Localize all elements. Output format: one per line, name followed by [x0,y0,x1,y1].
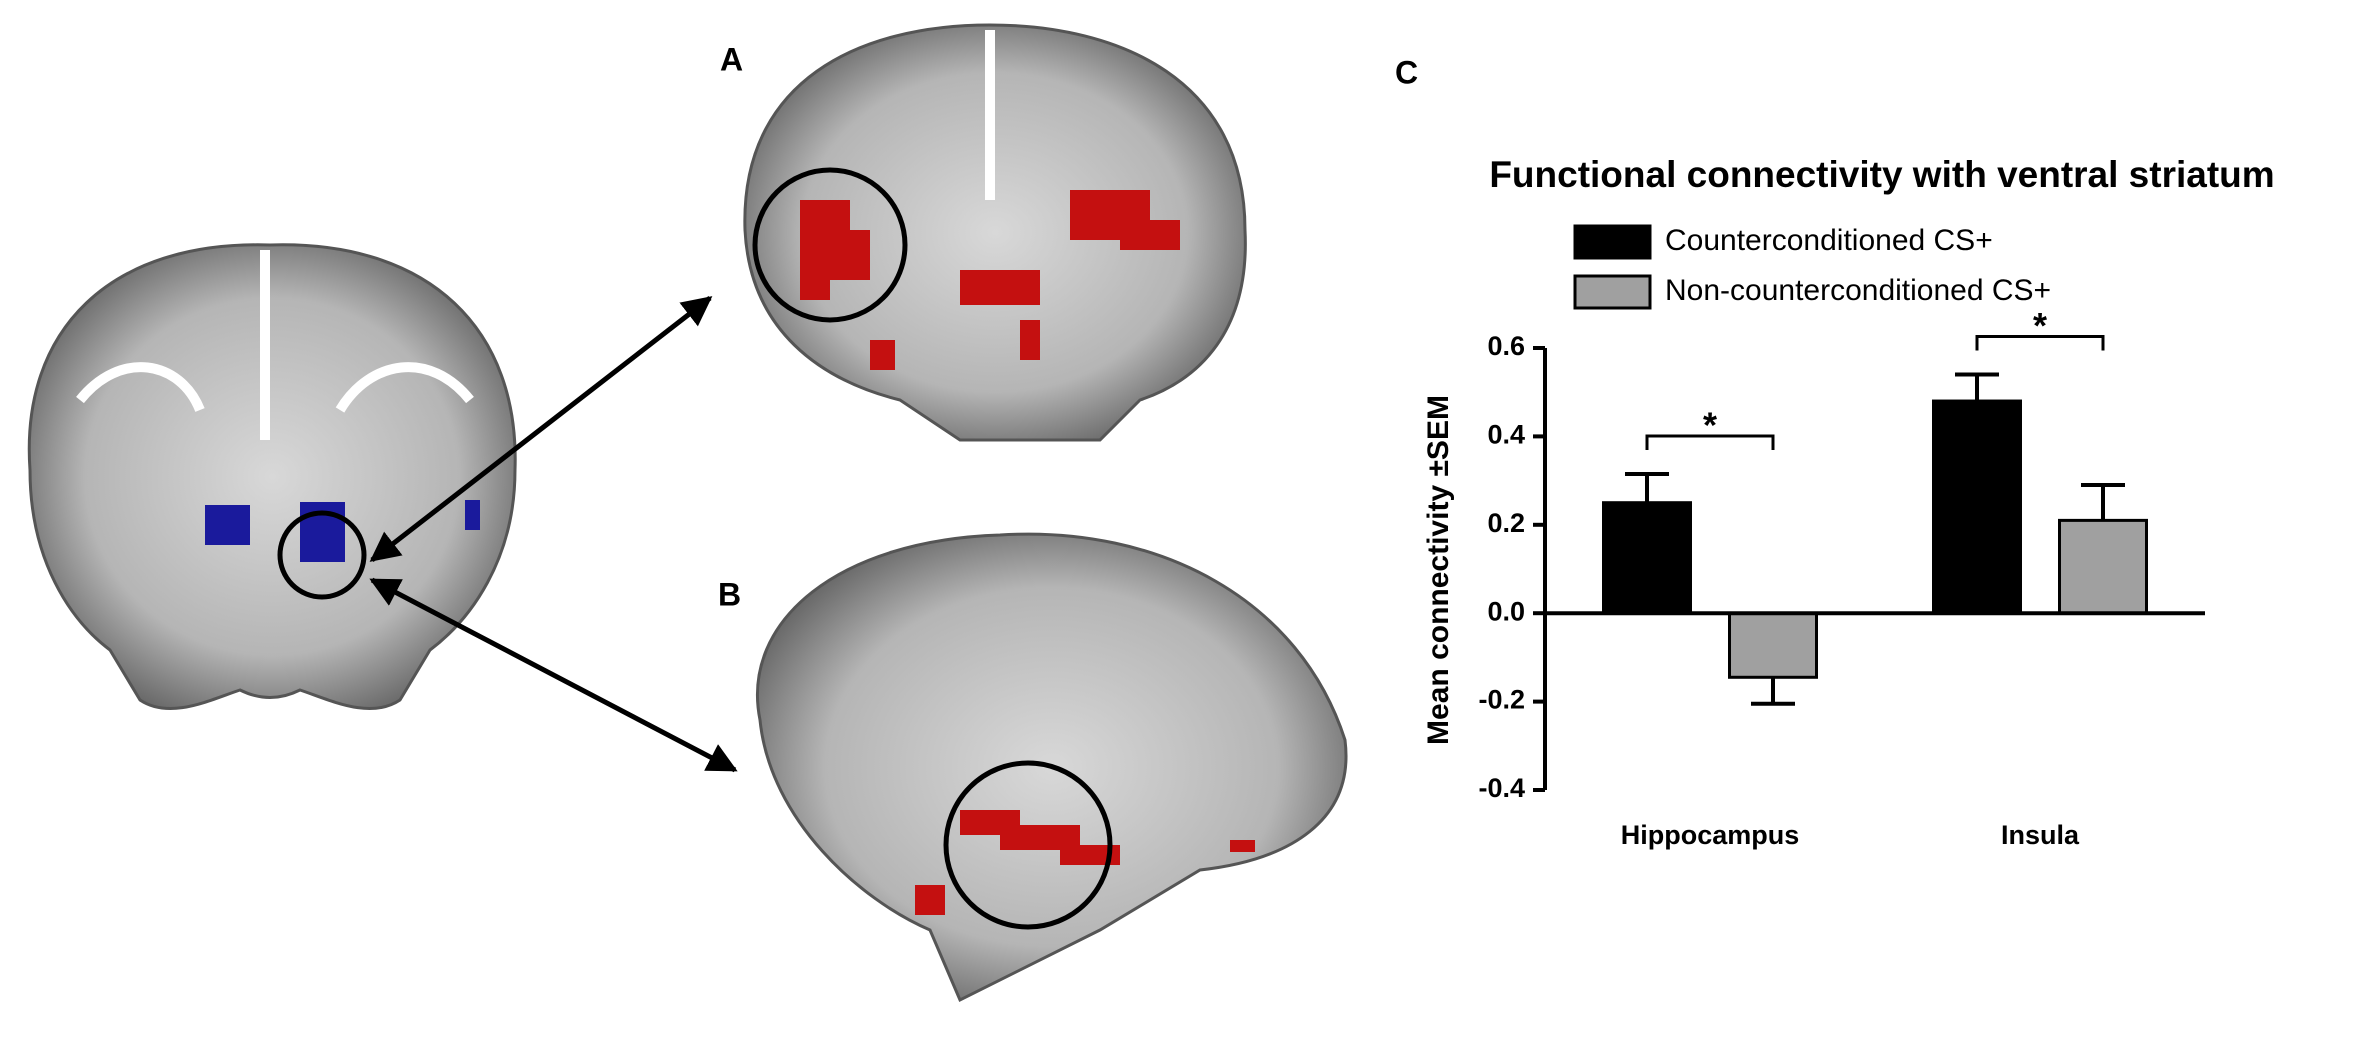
panel-label: A [720,41,743,77]
legend-swatch [1573,224,1652,260]
y-tick-label: 0.2 [1487,508,1525,538]
panel-label: C [1395,54,1418,90]
arrows [369,296,738,773]
significance-bracket [1645,434,1775,450]
y-tick-label: -0.2 [1478,685,1525,715]
significance-bracket [1975,335,2105,351]
brain-coronal-a [743,23,1247,442]
y-axis-label: Mean connectivity ±SEM [1422,395,1455,745]
y-tick-label: 0.0 [1487,596,1525,626]
brain-sagittal-b [756,532,1348,1003]
chart-title: Functional connectivity with ventral str… [1489,154,2274,195]
legend-label: Non-counterconditioned CS+ [1665,274,2051,307]
legend-label: Counterconditioned CS+ [1665,224,1993,257]
y-tick-label: 0.4 [1487,420,1525,450]
bar [1728,611,1818,679]
bar [1932,399,2022,615]
significance-star: * [2033,305,2047,346]
significance-star: * [1703,404,1717,445]
bar [1602,501,1692,615]
bar [2058,518,2148,615]
x-tick-label: Insula [2001,820,2080,850]
y-tick-label: -0.4 [1478,773,1525,803]
x-tick-label: Hippocampus [1621,820,1800,850]
panel-label: B [718,576,741,612]
brain-coronal-seed [27,243,517,710]
legend-swatch [1573,274,1652,310]
y-tick-label: 0.6 [1487,331,1525,361]
